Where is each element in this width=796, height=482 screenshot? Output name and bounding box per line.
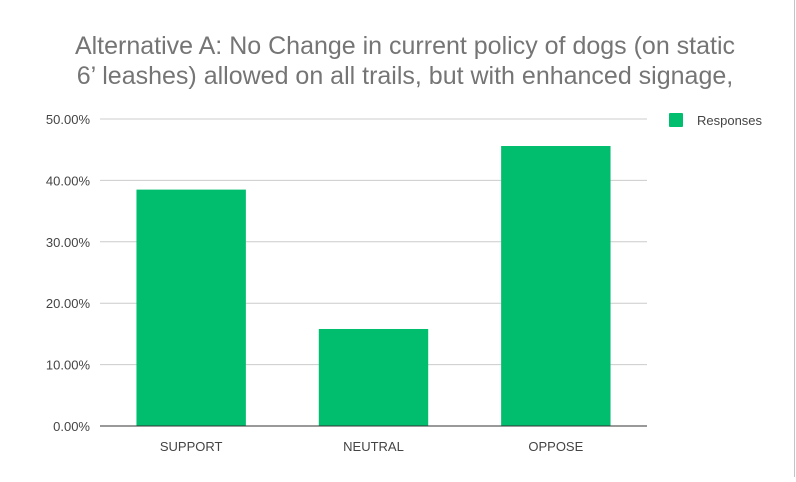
chart-title: Alternative A: No Change in current poli…	[75, 32, 735, 90]
legend-label-responses: Responses	[697, 113, 763, 128]
x-tick-label-support: SUPPORT	[160, 439, 223, 454]
y-tick-label: 20.00%	[46, 296, 91, 311]
bar-support	[136, 189, 246, 426]
y-axis-tick-labels: 0.00% 10.00% 20.00% 30.00% 40.00% 50.00%	[46, 112, 91, 434]
legend: Responses	[669, 113, 763, 128]
y-tick-label: 10.00%	[46, 358, 91, 373]
bar-neutral	[318, 328, 429, 426]
bar-oppose	[501, 146, 611, 427]
chart-title-line-1: Alternative A: No Change in current poli…	[75, 32, 735, 60]
x-tick-label-neutral: NEUTRAL	[343, 439, 404, 454]
bar-series	[136, 146, 611, 427]
y-tick-label: 50.00%	[46, 112, 91, 127]
legend-swatch-responses	[669, 113, 683, 127]
x-tick-label-oppose: OPPOSE	[528, 439, 583, 454]
x-axis-tick-labels: SUPPORT NEUTRAL OPPOSE	[160, 439, 584, 454]
y-tick-label: 40.00%	[46, 173, 91, 188]
y-tick-label: 30.00%	[46, 235, 91, 250]
y-tick-label: 0.00%	[53, 419, 90, 434]
chart-title-line-2: 6’ leashes) allowed on all trails, but w…	[77, 62, 733, 90]
